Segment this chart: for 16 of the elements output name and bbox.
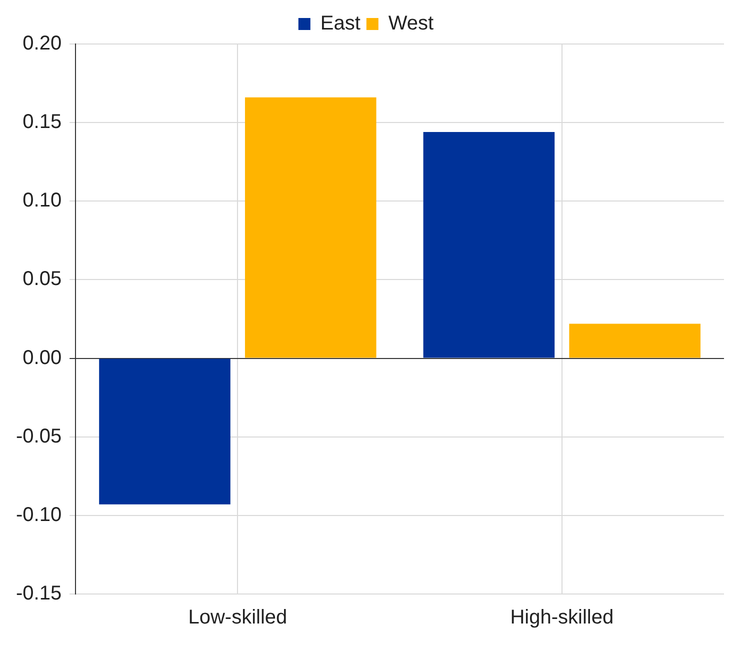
y-tick-label: 0.10: [22, 190, 62, 212]
legend-label: East: [320, 12, 361, 35]
y-tick-label: 0.15: [22, 111, 62, 134]
y-tick-label: 0.00: [22, 346, 62, 369]
y-tick-label: -0.15: [16, 582, 62, 605]
x-tick-label: High-skilled: [510, 606, 614, 629]
bar: [569, 324, 700, 358]
y-tick-label: -0.05: [16, 425, 62, 448]
y-tick-label: 0.20: [22, 32, 62, 55]
bar: [99, 358, 230, 504]
legend-label: West: [388, 12, 434, 35]
y-tick-label: 0.05: [22, 268, 62, 290]
bar: [423, 132, 555, 358]
x-tick-label: Low-skilled: [188, 606, 288, 629]
y-tick-label: -0.10: [16, 504, 62, 526]
bar: [244, 97, 376, 358]
